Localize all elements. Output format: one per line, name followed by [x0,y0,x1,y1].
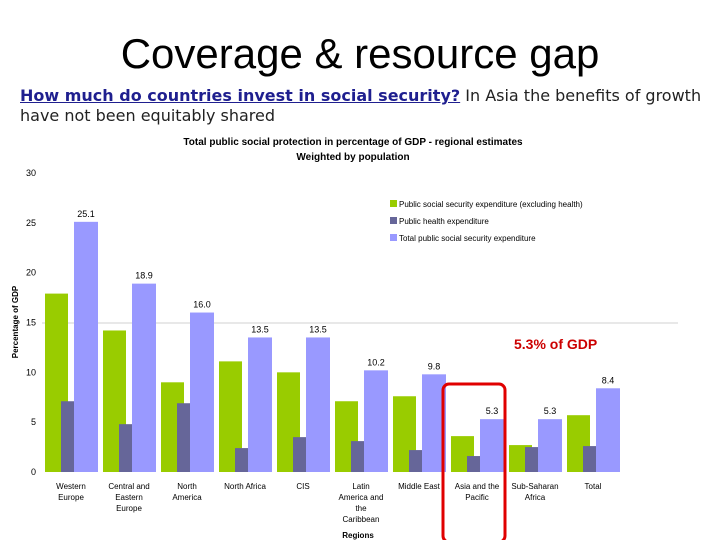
bar-social-security [219,361,242,472]
bar-health [583,446,597,472]
data-label: 5.3 [486,406,499,416]
bar-total [74,221,98,472]
bar-health [467,456,481,472]
subtitle-statement: In Asia the benefits of growth have not … [20,86,702,125]
bar-total [132,283,156,472]
y-tick-label: 0 [31,467,36,477]
y-tick-label: 25 [26,218,36,228]
bar-health [177,403,191,472]
x-tick-label: Asia and the Pacific [455,482,500,502]
x-tick-label: Sub-Saharan Africa [511,482,558,502]
legend-swatch [390,217,397,224]
x-tick-label: Middle East [398,482,441,491]
data-label: 9.8 [428,361,441,371]
y-tick-label: 15 [26,318,36,328]
x-axis-title: Regions [342,531,374,540]
bar-health [235,448,249,472]
bar-total [364,370,388,472]
bar-total [306,337,330,472]
bar-total [190,312,214,472]
y-tick-label: 30 [26,168,36,178]
y-axis-title: Percentage of GDP [11,285,20,358]
x-tick-label: CIS [296,482,309,491]
data-label: 13.5 [309,324,327,334]
bar-health [293,437,307,472]
bar-health [119,424,133,472]
legend-swatch [390,200,397,207]
legend-label: Total public social security expenditure [399,234,536,243]
slide-subtitle: How much do countries invest in social s… [20,86,710,126]
y-tick-label: 20 [26,268,36,278]
data-label: 25.1 [77,209,95,219]
bar-health [409,450,423,472]
y-tick-label: 5 [31,417,36,427]
y-tick-label: 10 [26,367,36,377]
data-label: 8.4 [602,375,615,385]
legend-swatch [390,234,397,241]
data-label: 13.5 [251,324,269,334]
legend-label: Public social security expenditure (excl… [399,200,583,209]
data-label: 16.0 [193,300,211,310]
annotation-label: 5.3% of GDP [514,336,597,352]
x-tick-label: Western Europe [56,482,86,502]
bar-health [525,447,539,472]
bar-total [248,337,272,472]
x-tick-label: North America [172,482,202,502]
legend-label: Public health expenditure [399,217,489,226]
subtitle-question[interactable]: How much do countries invest in social s… [20,86,461,105]
bar-total [596,388,620,472]
x-tick-label: North Africa [224,482,266,491]
chart-subtitle: Weighted by population [296,152,409,163]
bar-total [538,419,562,472]
slide-title: Coverage & resource gap [120,30,600,77]
x-tick-label: Total [585,482,602,491]
highlight-box [441,382,507,540]
data-label: 5.3 [544,406,557,416]
x-tick-label: Latin America and the Caribbean [339,482,384,524]
bar-health [351,441,365,472]
data-label: 10.2 [367,357,385,367]
bar-total [480,419,504,472]
bar-health [61,401,75,472]
chart-title: Total public social protection in percen… [183,137,523,148]
x-tick-label: Central and Eastern Europe [108,482,149,513]
data-label: 18.9 [135,271,153,281]
